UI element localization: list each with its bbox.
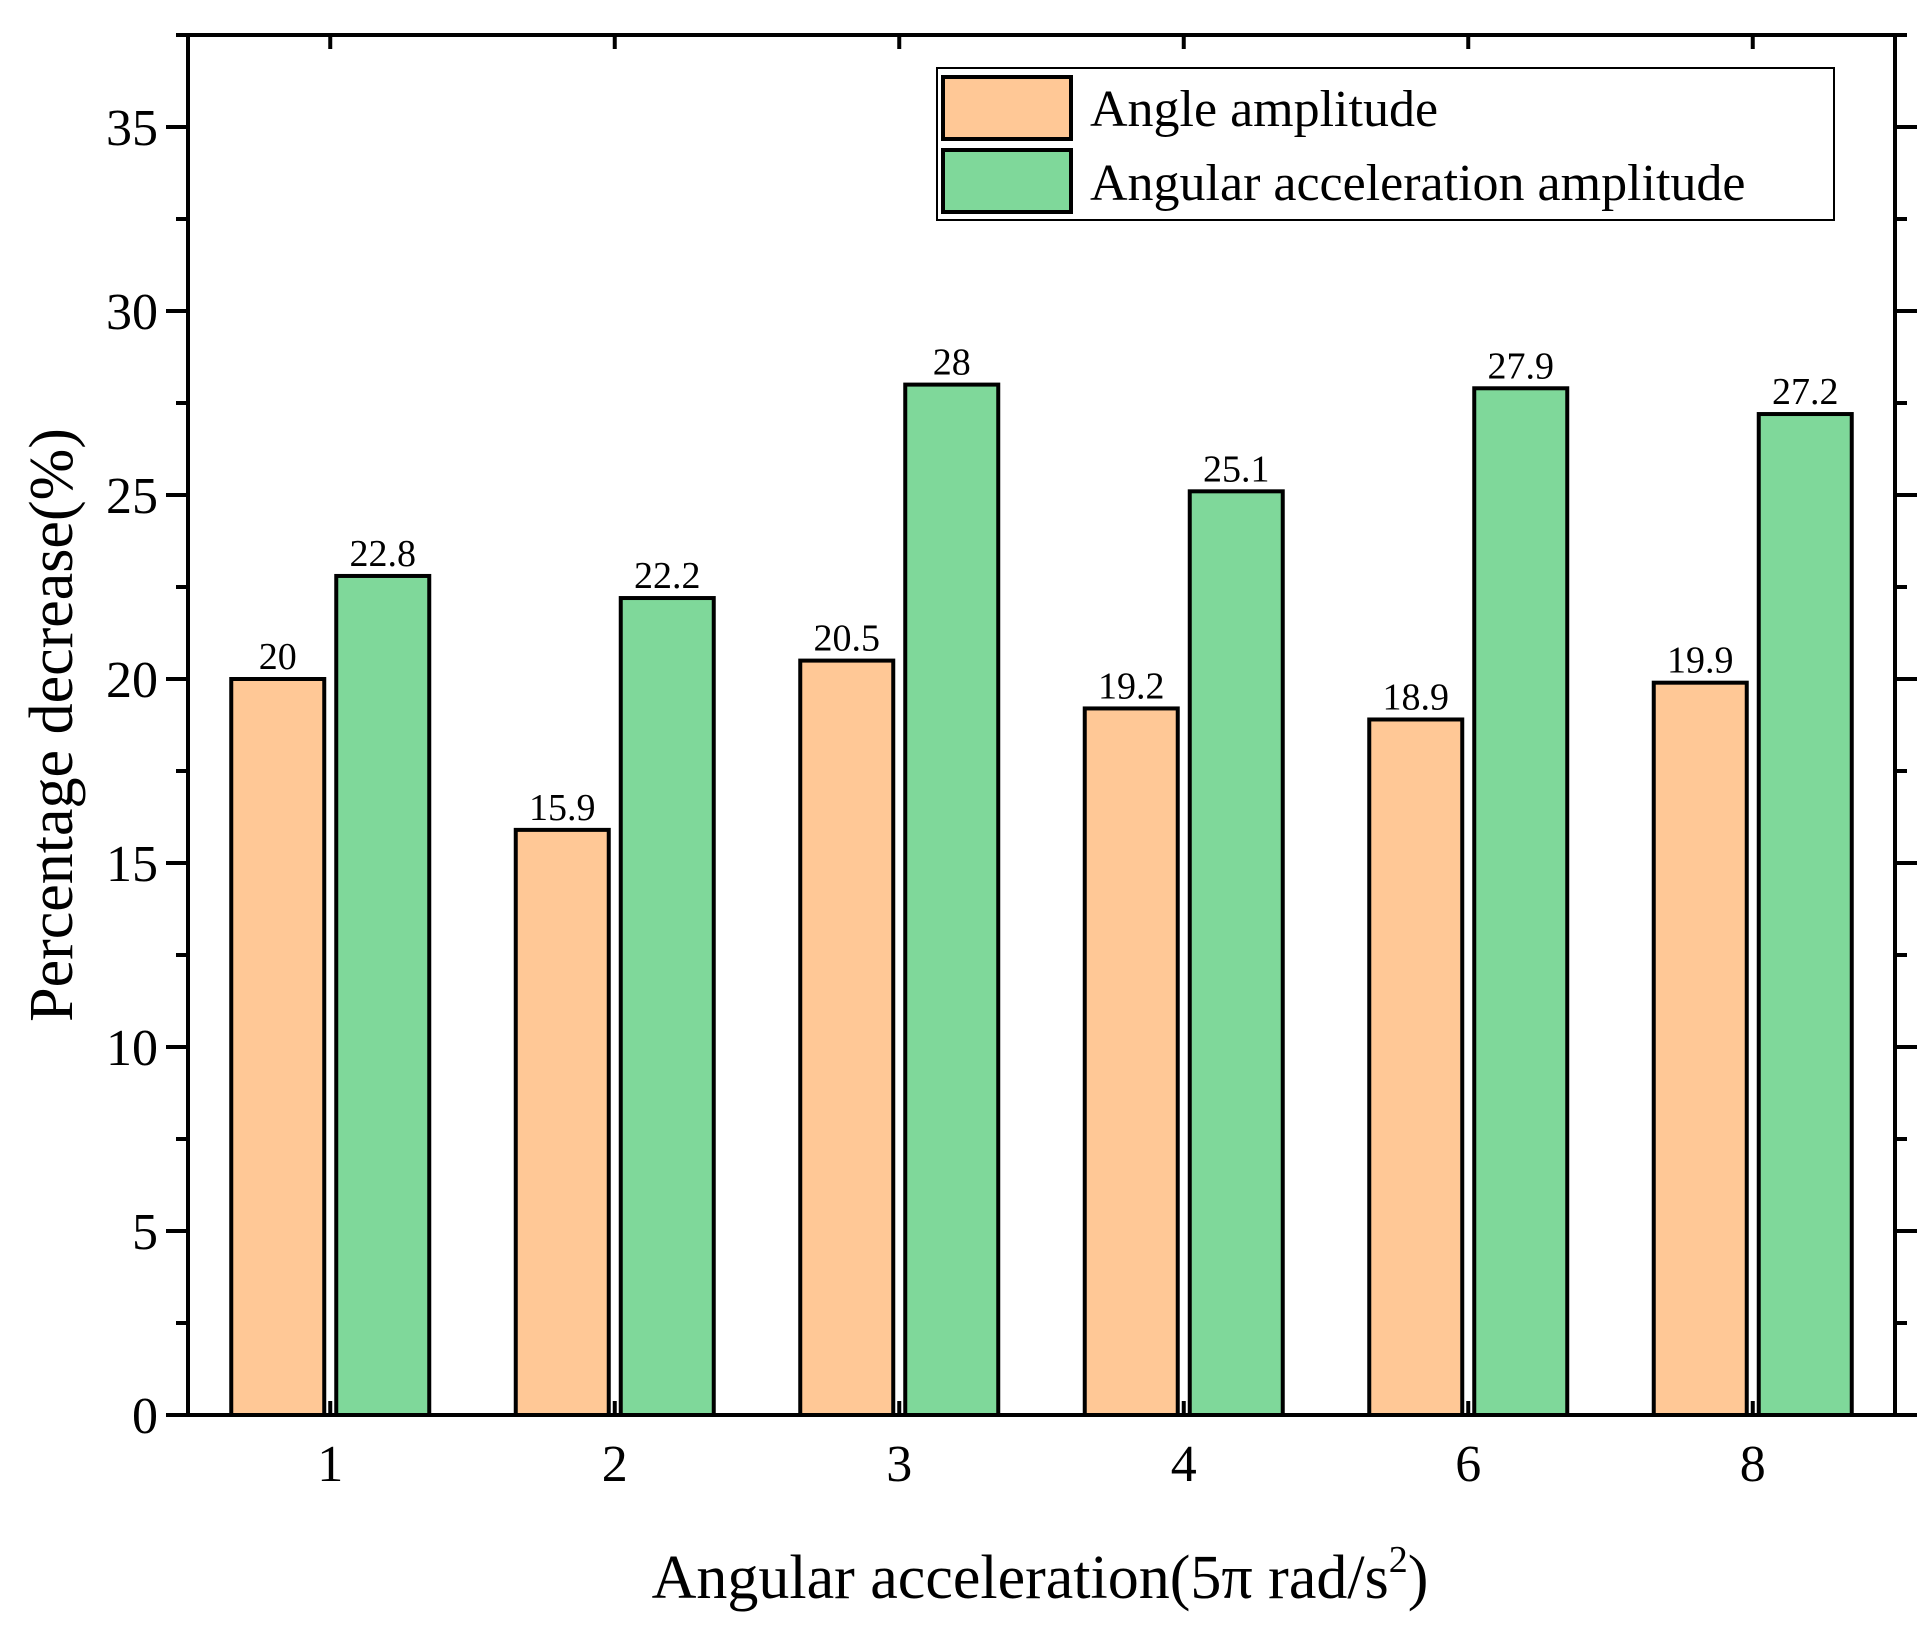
bar-series2-cat-8 <box>1756 412 1854 1418</box>
bar-series2-cat-4 <box>1187 489 1285 1417</box>
bar-series1-cat-6 <box>1367 717 1465 1417</box>
bar-series1-cat-1 <box>229 677 327 1417</box>
bar-series1-cat-3 <box>798 658 896 1417</box>
bar-series1-cat-8 <box>1651 680 1749 1417</box>
data-label-series1-cat-6: 18.9 <box>1383 676 1450 718</box>
y-tick-label-30: 30 <box>106 284 158 341</box>
x-tick-label-2: 2 <box>602 1436 628 1493</box>
x-tick-label-6: 6 <box>1455 1436 1481 1493</box>
x-tick-label-3: 3 <box>886 1436 912 1493</box>
legend-swatch-angular-acceleration-amplitude <box>941 148 1073 214</box>
data-labels-layer: 20 22.8 15.9 22.2 20.5 28 19.2 25.1 18.9 27.9 19.9… <box>259 342 1839 829</box>
data-label-series1-cat-8: 19.9 <box>1667 640 1734 682</box>
y-tick-label-0: 0 <box>132 1388 158 1445</box>
data-label-series2-cat-2: 22.2 <box>634 555 701 597</box>
data-label-series1-cat-1: 20 <box>259 636 297 678</box>
bar-series1-cat-2 <box>513 827 611 1417</box>
x-axis-title: Angular acceleration(5π rad/s2) <box>652 1539 1429 1612</box>
x-axis-title-suffix: ) <box>1408 1544 1429 1612</box>
y-tick-label-25: 25 <box>106 468 158 525</box>
legend: Angle amplitude Angular acceleration amp… <box>936 67 1835 221</box>
x-axis-title-superscript: 2 <box>1389 1539 1408 1581</box>
legend-swatch-angle-amplitude <box>941 75 1073 141</box>
data-label-series2-cat-3: 28 <box>933 342 971 384</box>
plot-frame <box>186 33 1897 1417</box>
data-label-series2-cat-4: 25.1 <box>1203 448 1270 490</box>
data-label-series1-cat-3: 20.5 <box>814 618 881 660</box>
bar-series2-cat-3 <box>903 382 1001 1418</box>
y-tick-label-35: 35 <box>106 100 158 157</box>
x-axis-title-main: Angular acceleration(5π rad/s <box>652 1544 1389 1612</box>
bar-series2-cat-2 <box>618 596 716 1417</box>
legend-label-angle-amplitude: Angle amplitude <box>1090 81 1438 138</box>
x-tick-label-4: 4 <box>1171 1436 1197 1493</box>
legend-label-angular-acceleration-amplitude: Angular acceleration amplitude <box>1090 155 1745 212</box>
bar-series2-cat-1 <box>334 573 432 1417</box>
y-tick-label-5: 5 <box>132 1204 158 1261</box>
y-tick-label-20: 20 <box>106 652 158 709</box>
data-label-series2-cat-8: 27.2 <box>1772 371 1839 413</box>
y-tick-label-15: 15 <box>106 836 158 893</box>
data-label-series1-cat-4: 19.2 <box>1098 665 1165 707</box>
data-label-series1-cat-2: 15.9 <box>529 787 596 829</box>
x-tick-label-8: 8 <box>1740 1436 1766 1493</box>
y-axis-title: Percentage decrease(%) <box>18 428 86 1022</box>
bar-series1-cat-4 <box>1082 706 1180 1417</box>
bars-layer <box>229 382 1854 1418</box>
axes-layer: 1 2 3 4 6 8 0 5 10 15 20 25 30 35 <box>106 33 1917 1493</box>
bar-series2-cat-6 <box>1472 386 1570 1417</box>
x-tick-label-1: 1 <box>317 1436 343 1493</box>
data-label-series2-cat-6: 27.9 <box>1488 345 1555 387</box>
data-label-series2-cat-1: 22.8 <box>350 533 417 575</box>
y-tick-label-10: 10 <box>106 1020 158 1077</box>
legend-box <box>936 67 1835 221</box>
